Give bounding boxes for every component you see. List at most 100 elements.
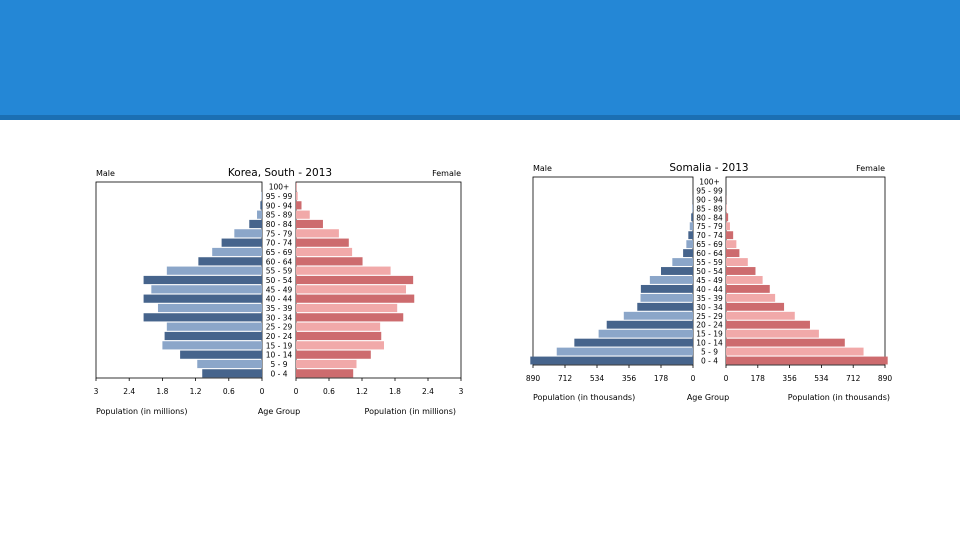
male-x-axis-label: Population (in millions)	[96, 407, 187, 416]
age-group-label: 45 - 49	[696, 276, 723, 285]
female-bar-50-54	[296, 275, 414, 285]
age-group-label: 70 - 74	[266, 239, 293, 248]
female-tick-label: 534	[814, 374, 829, 383]
female-bar-65-69	[296, 247, 353, 257]
center-axis-label: Age Group	[258, 407, 300, 416]
age-group-label: 75 - 79	[696, 222, 723, 231]
age-group-label: 5 - 9	[270, 360, 287, 369]
center-axis-label: Age Group	[687, 393, 729, 402]
female-bar-15-19	[726, 329, 819, 338]
female-x-axis-label: Population (in thousands)	[788, 393, 890, 402]
male-bar-65-69	[212, 247, 262, 257]
female-bar-70-74	[726, 231, 734, 240]
male-bar-20-24	[164, 331, 262, 341]
female-bar-15-19	[296, 341, 384, 350]
male-bar-15-19	[162, 341, 262, 350]
female-bar-20-24	[296, 331, 382, 341]
male-bar-70-74	[688, 231, 693, 240]
somalia-pyramid-chart: Somalia - 2013 Male Female 100+95 - 9990…	[526, 162, 893, 402]
male-tick-label: 3	[94, 387, 99, 396]
male-label: Male	[96, 169, 115, 178]
age-group-label: 40 - 44	[696, 285, 723, 294]
female-bar-90-94	[296, 201, 302, 210]
female-bar-70-74	[296, 238, 349, 247]
male-bar-5-9	[197, 359, 262, 369]
female-bar-30-34	[296, 313, 404, 322]
female-bar-25-29	[296, 322, 381, 331]
female-bar-95-99	[296, 191, 298, 201]
age-group-label: 95 - 99	[266, 192, 293, 201]
male-bar-10-14	[180, 350, 262, 359]
female-bar-55-59	[726, 258, 748, 266]
male-bar-35-39	[157, 303, 262, 313]
male-bar-0-4	[202, 369, 262, 378]
female-tick-label: 0.6	[323, 387, 335, 396]
age-group-label: 90 - 94	[266, 201, 293, 210]
female-bar-45-49	[296, 285, 406, 294]
male-tick-label: 0	[691, 374, 696, 383]
female-label: Female	[856, 164, 885, 173]
female-axis-ticks: 0 0.6 1.2 1.8 2.4 3	[294, 378, 464, 396]
male-tick-label: 0.6	[223, 387, 235, 396]
age-group-label: 5 - 9	[701, 348, 718, 357]
female-bar-10-14	[726, 338, 845, 347]
age-group-label: 70 - 74	[696, 231, 723, 240]
male-bar-15-19	[598, 329, 693, 338]
male-bar-40-44	[143, 294, 262, 303]
age-group-label: 60 - 64	[696, 249, 723, 258]
age-group-label: 10 - 14	[696, 339, 723, 348]
male-axis-ticks: 890 712 534 356 178 0	[526, 365, 696, 383]
age-group-label: 15 - 19	[266, 341, 293, 350]
female-bar-35-39	[296, 303, 398, 313]
age-group-label: 40 - 44	[266, 295, 293, 304]
male-bar-60-64	[198, 257, 262, 266]
female-bar-55-59	[296, 266, 391, 275]
male-x-axis-label: Population (in thousands)	[533, 393, 635, 402]
male-bar-55-59	[672, 258, 693, 266]
age-group-label: 85 - 89	[696, 204, 723, 213]
male-bar-25-29	[166, 322, 262, 331]
male-bar-30-34	[143, 313, 262, 322]
female-bar-100plus	[296, 182, 297, 191]
age-group-label: 20 - 24	[696, 321, 723, 330]
female-bar-85-89	[726, 204, 727, 213]
female-tick-label: 0	[724, 374, 729, 383]
male-tick-label: 178	[654, 374, 669, 383]
age-group-label: 10 - 14	[266, 351, 293, 360]
male-bar-50-54	[661, 267, 693, 275]
male-bar-5-9	[556, 347, 693, 356]
male-bars	[530, 195, 693, 365]
age-group-label: 35 - 39	[266, 304, 293, 313]
female-bar-25-29	[726, 311, 795, 320]
female-bar-10-14	[296, 350, 371, 359]
female-bar-35-39	[726, 293, 776, 302]
male-bar-0-4	[530, 356, 693, 365]
age-group-label: 45 - 49	[266, 285, 293, 294]
female-tick-label: 1.8	[389, 387, 401, 396]
age-group-label: 65 - 69	[266, 248, 293, 257]
male-tick-label: 534	[590, 374, 605, 383]
female-bar-5-9	[296, 359, 357, 369]
male-bars	[143, 191, 262, 378]
age-group-label: 0 - 4	[701, 357, 718, 366]
female-bar-60-64	[726, 249, 740, 258]
female-bar-40-44	[726, 284, 770, 293]
female-tick-label: 3	[459, 387, 464, 396]
age-group-label: 60 - 64	[266, 257, 293, 266]
male-tick-label: 1.8	[156, 387, 168, 396]
age-group-label: 35 - 39	[696, 294, 723, 303]
female-tick-label: 178	[751, 374, 766, 383]
female-tick-label: 0	[294, 387, 299, 396]
female-bar-5-9	[726, 347, 864, 356]
male-tick-label: 890	[526, 374, 541, 383]
age-group-label: 25 - 29	[696, 312, 723, 321]
age-group-label: 100+	[269, 183, 290, 192]
age-group-label: 80 - 84	[266, 220, 293, 229]
male-tick-label: 356	[622, 374, 637, 383]
male-tick-label: 1.2	[190, 387, 202, 396]
female-bar-80-84	[726, 213, 729, 222]
male-bar-30-34	[637, 302, 693, 311]
male-bar-35-39	[640, 293, 693, 302]
male-bar-70-74	[221, 238, 262, 247]
female-bar-65-69	[726, 240, 737, 249]
